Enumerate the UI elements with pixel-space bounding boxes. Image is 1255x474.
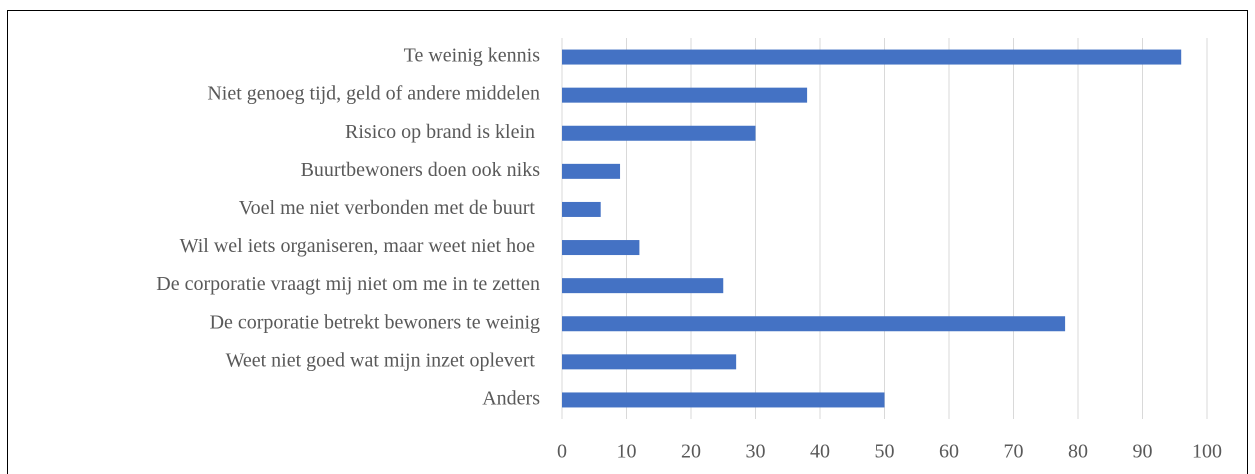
y-tick-label: Buurtbewoners doen ook niks [301,159,541,181]
x-tick-label: 0 [557,441,567,463]
x-tick-label: 10 [617,441,637,463]
x-tick-label: 30 [746,441,766,463]
y-tick-label: Niet genoeg tijd, geld of andere middele… [207,83,540,105]
bar [562,125,756,141]
chart-frame [7,10,1248,474]
bar [562,201,601,217]
x-tick-label: 70 [1004,441,1024,463]
bar [562,392,885,408]
y-tick-label: Risico op brand is klein [345,121,540,143]
y-tick-label: Weet niet goed wat mijn inzet oplevert [226,349,540,371]
y-tick-label: Wil wel iets organiseren, maar weet niet… [180,235,540,257]
bar [562,87,808,103]
y-tick-label: Voel me niet verbonden met de buurt [239,197,540,219]
bar [562,49,1182,65]
x-tick-label: 20 [681,441,701,463]
x-tick-label: 40 [810,441,830,463]
bar [562,354,737,370]
y-tick-label: De corporatie vraagt mij niet om me in t… [156,273,540,295]
bar [562,240,640,256]
y-tick-label: Te weinig kennis [404,45,541,67]
bar [562,278,724,294]
x-tick-label: 90 [1133,441,1153,463]
y-tick-label: De corporatie betrekt bewoners te weinig [210,311,540,333]
bar [562,316,1066,332]
x-tick-label: 100 [1192,441,1222,463]
bar [562,163,621,179]
x-tick-label: 80 [1068,441,1088,463]
x-tick-label: 60 [939,441,959,463]
x-tick-label: 50 [875,441,895,463]
y-tick-label: Anders [482,388,540,410]
